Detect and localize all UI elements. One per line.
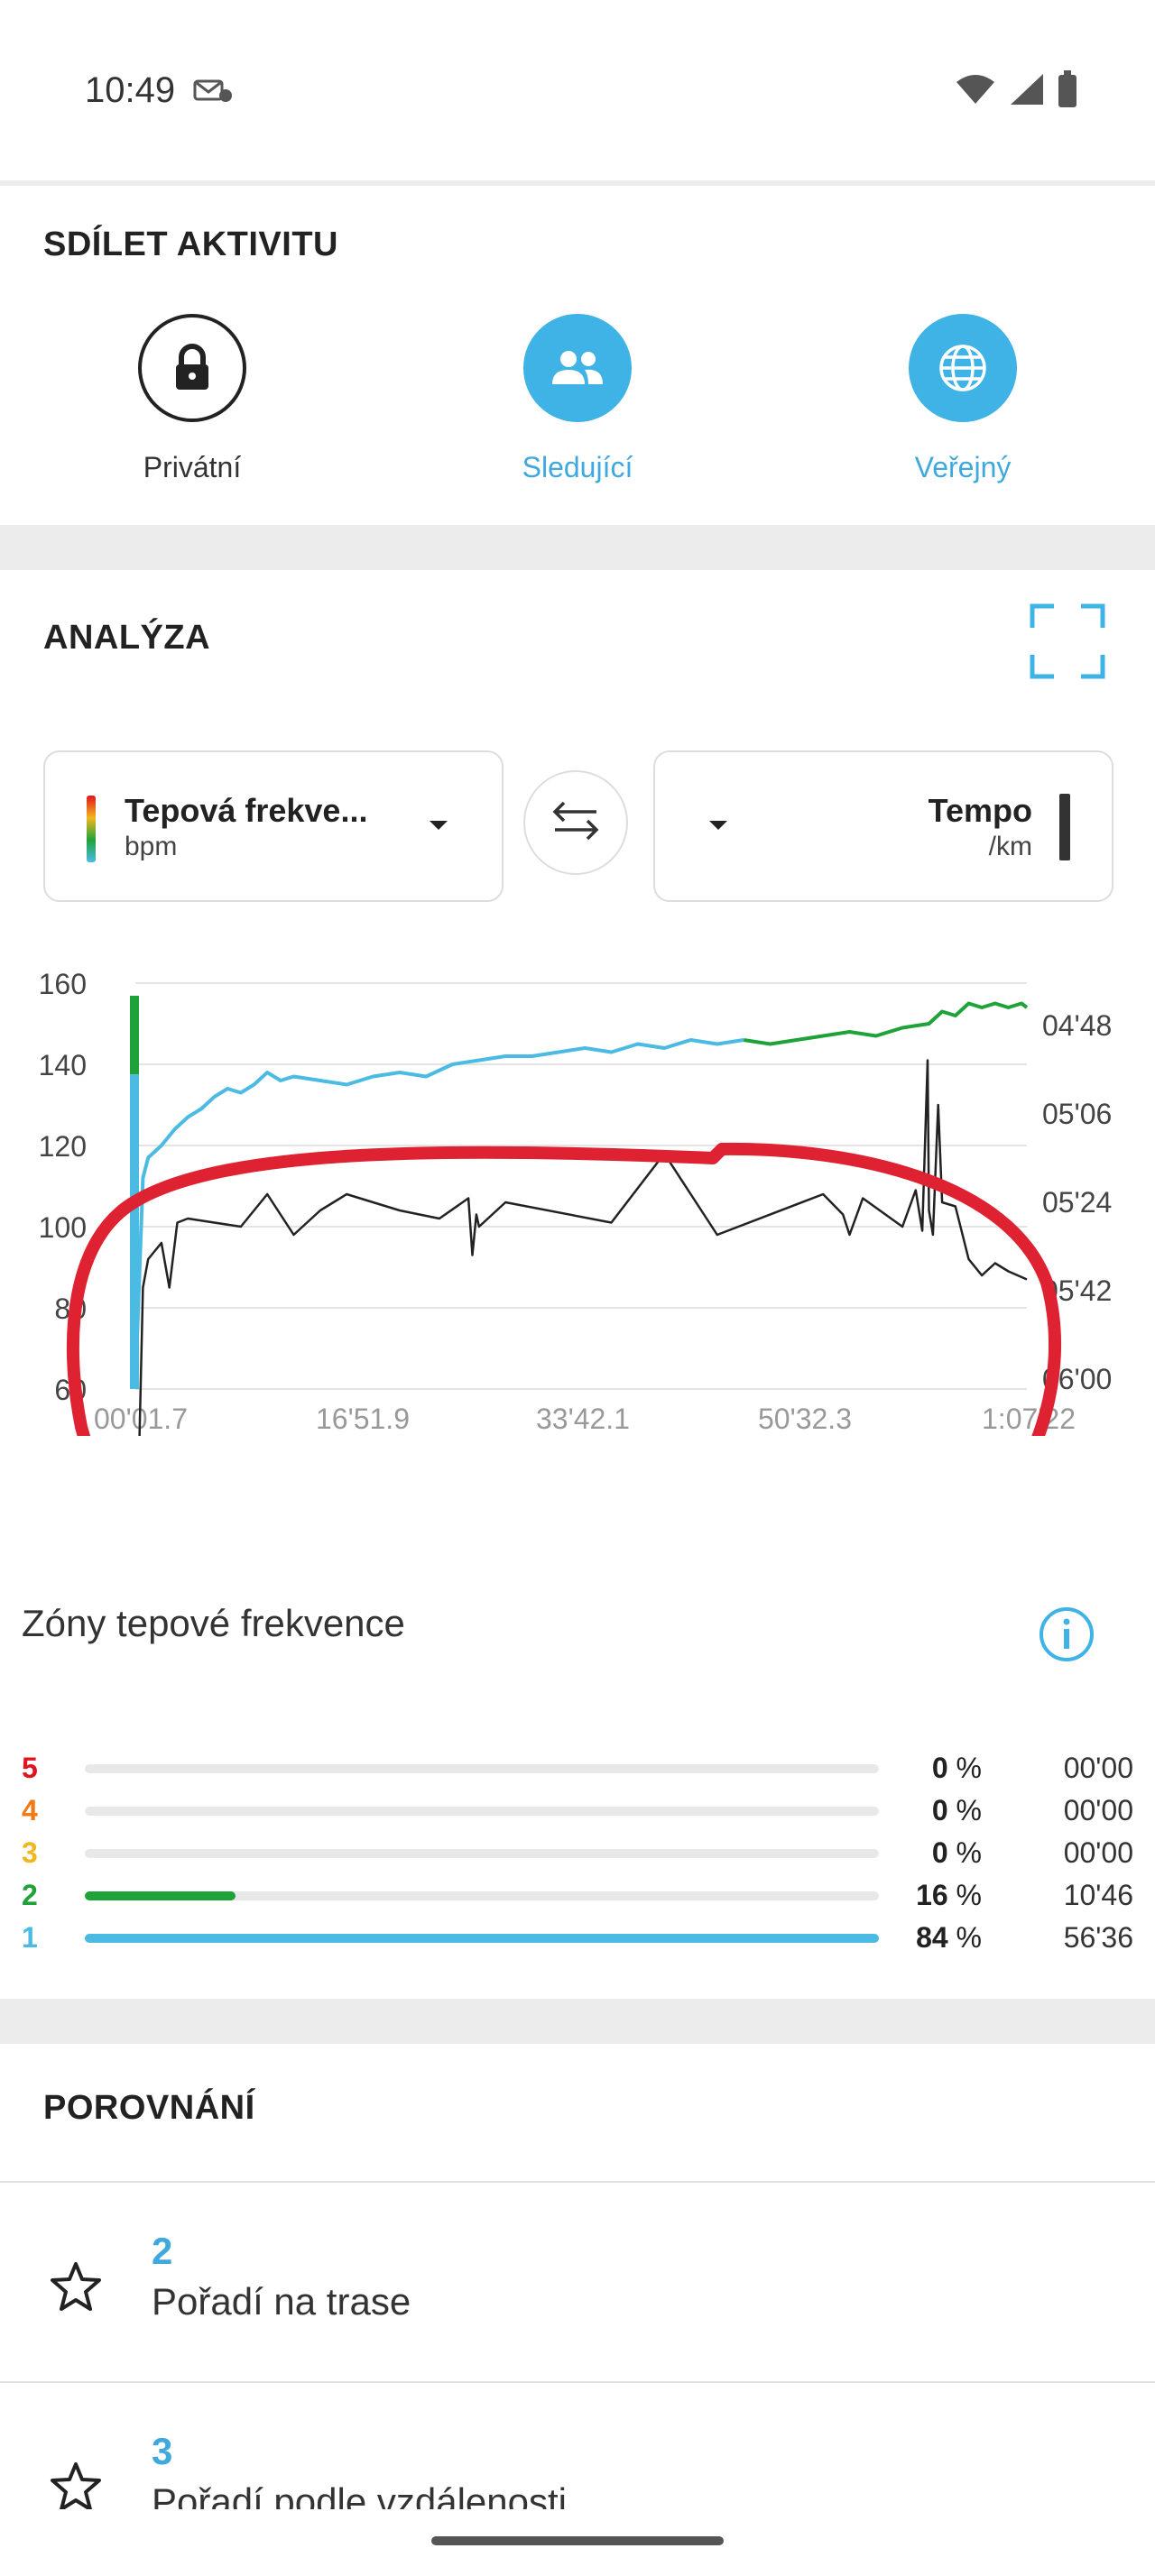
lock-icon [138,314,246,422]
x-axis: 00'01.7 16'51.9 33'42.1 50'32.3 1:07'22 [94,1403,1076,1435]
right-metric-selector[interactable]: Tempo /km [653,750,1113,902]
zone-bar-track [85,1849,879,1858]
zone-time: 10'46 [1063,1879,1133,1911]
chevron-down-icon [707,819,729,836]
zone-number: 1 [22,1921,38,1954]
left-metric-unit: bpm [125,832,178,861]
hr-line-zone1 [134,1038,744,1390]
hr-zone-gradient [87,796,96,862]
info-icon[interactable] [1038,1605,1095,1668]
chevron-down-icon [428,819,449,836]
zone-time: 56'36 [1063,1921,1133,1954]
share-card: SDÍLET AKTIVITU Privátní Sledující Veřej… [0,186,1155,525]
zone-bar-track [85,1764,879,1773]
zone-number: 3 [22,1836,38,1869]
zone-time: 00'00 [1063,1794,1133,1826]
fullscreen-icon[interactable] [1029,603,1106,685]
zone-number: 4 [22,1794,38,1826]
zone-bar-fill [85,1891,236,1900]
y-left-tick-label: 140 [39,1049,87,1081]
zone-bar-track [85,1891,879,1900]
navigation-bar [0,2509,1155,2576]
left-metric-selector[interactable]: Tepová frekve... bpm [43,750,504,902]
zone-percent: 16 % [916,1879,982,1911]
zone-percent: 0 % [931,1752,982,1784]
comparison-item[interactable]: 3 Pořadí podle vzdálenosti [0,2383,1155,2527]
zone-row: 5 0 % 00'00 [0,1752,1155,1788]
divider [0,2381,1155,2383]
y-left-tick-label: 100 [39,1211,87,1244]
analysis-title: ANALÝZA [43,619,211,657]
zones-title: Zóny tepové frekvence [22,1602,405,1644]
x-tick-label: 33'42.1 [536,1403,630,1435]
zone-row: 3 0 % 00'00 [0,1836,1155,1872]
pace-line [138,1059,1028,1436]
share-option-private[interactable]: Privátní [57,314,328,484]
zone-bar-fill [85,1934,879,1943]
y-right-tick-label: 04'48 [1042,1009,1112,1042]
people-icon [523,314,632,422]
analysis-card: ANALÝZA Tepová frekve... bpm Tempo /km 1… [0,570,1155,1999]
zone-percent: 0 % [931,1794,982,1826]
globe-icon [909,314,1017,422]
comparison-title: POROVNÁNÍ [43,2089,255,2127]
hr-start-zone2-bar [130,996,139,1075]
share-option-followers[interactable]: Sledující [442,314,713,484]
zone-row: 4 0 % 00'00 [0,1794,1155,1830]
zone-percent: 0 % [931,1836,982,1869]
y-right-tick-label: 05'24 [1042,1186,1112,1219]
battery-icon [1058,70,1077,113]
left-metric-title: Tepová frekve... [125,792,368,829]
zone-percent: 84 % [916,1921,982,1954]
pace-series-swatch [1059,794,1070,860]
chart-grid [135,982,1027,1390]
zone-row: 2 16 % 10'46 [0,1879,1155,1915]
comparison-card: POROVNÁNÍ 2 Pořadí na trase 3 Pořadí pod… [0,2044,1155,2576]
home-gesture-bar[interactable] [431,2536,724,2545]
zone-row: 1 84 % 56'36 [0,1921,1155,1957]
right-metric-unit: /km [988,832,1032,861]
zone-number: 5 [22,1752,38,1784]
zone-bar-track [85,1807,879,1816]
hr-line-zone2 [743,1001,1029,1046]
share-option-label: Veřejný [914,451,1012,483]
x-tick-label: 50'32.3 [758,1403,852,1435]
notification-icon [193,76,235,109]
y-left-tick-label: 160 [39,968,87,1000]
divider [0,2181,1155,2183]
zone-bar-track [85,1934,879,1943]
comparison-item[interactable]: 2 Pořadí na trase [0,2183,1155,2381]
status-bar: 10:49 [0,0,1155,180]
share-option-label: Privátní [143,451,242,483]
x-tick-label: 1:07'22 [982,1403,1076,1435]
hr-start-zone1-bar [130,1074,139,1389]
wifi-icon [955,73,996,110]
red-circle-annotation [66,1142,1062,1436]
signal-icon [1009,72,1045,111]
zone-time: 00'00 [1063,1752,1133,1784]
share-title: SDÍLET AKTIVITU [43,225,338,263]
comparison-rank: 2 [152,2230,173,2272]
right-metric-title: Tempo [928,792,1032,829]
share-option-label: Sledující [522,451,633,483]
share-option-public[interactable]: Veřejný [827,314,1098,484]
star-icon [49,2260,103,2317]
swap-metrics-button[interactable] [523,770,628,875]
star-icon [49,2461,103,2517]
comparison-rank: 3 [152,2430,173,2472]
y-left-tick-label: 120 [39,1130,87,1163]
y-right-tick-label: 05'06 [1042,1098,1112,1130]
zone-time: 00'00 [1063,1836,1133,1869]
status-time: 10:49 [85,70,176,110]
status-icons [955,70,1077,113]
x-tick-label: 16'51.9 [316,1403,410,1435]
chart-series [130,996,1029,1436]
zone-number: 2 [22,1879,38,1911]
comparison-label: Pořadí na trase [152,2280,411,2323]
swap-arrows-icon [551,800,600,846]
